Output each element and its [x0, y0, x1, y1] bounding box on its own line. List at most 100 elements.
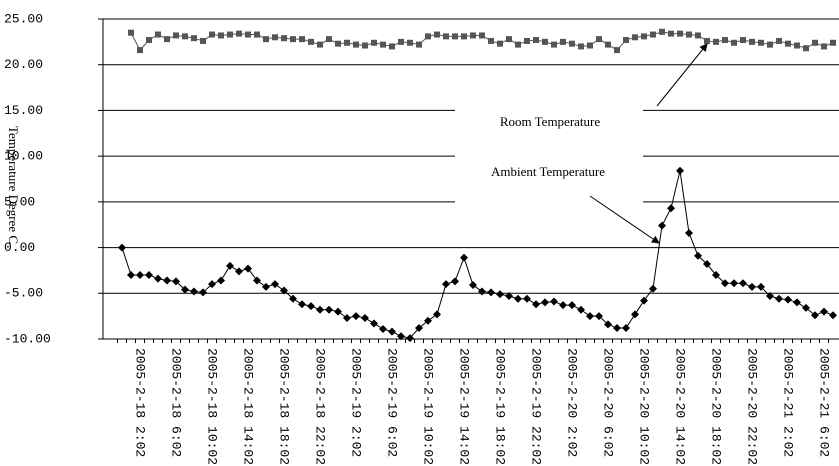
marker	[362, 42, 368, 49]
marker	[155, 31, 161, 38]
marker	[416, 41, 422, 48]
marker	[668, 30, 674, 37]
marker	[344, 39, 350, 46]
y-tick-label: 15.00	[4, 103, 43, 118]
marker	[353, 41, 359, 48]
marker	[614, 47, 620, 54]
marker	[208, 280, 216, 289]
marker	[488, 37, 494, 44]
marker	[406, 334, 414, 343]
marker	[568, 301, 576, 310]
marker	[371, 39, 377, 46]
marker	[650, 31, 656, 38]
marker	[425, 33, 431, 40]
marker	[587, 42, 593, 49]
marker	[199, 288, 207, 297]
marker	[298, 300, 306, 309]
marker	[217, 276, 225, 285]
marker	[181, 285, 189, 294]
marker	[632, 34, 638, 41]
annotation: Room Temperature	[500, 114, 601, 129]
marker	[470, 32, 476, 39]
y-tick-label: 5.00	[4, 194, 35, 209]
marker	[803, 45, 809, 52]
marker	[722, 37, 728, 44]
marker	[506, 36, 512, 43]
marker	[559, 301, 567, 310]
marker	[596, 36, 602, 43]
marker	[748, 282, 756, 291]
marker	[173, 32, 179, 39]
x-tick-label: 2005-2-18 14:02	[241, 348, 256, 465]
marker	[767, 41, 773, 48]
marker	[685, 228, 693, 237]
marker	[281, 35, 287, 42]
marker	[164, 36, 170, 43]
marker	[704, 37, 710, 44]
y-tick-label: 20.00	[4, 57, 43, 72]
x-tick-label: 2005-2-19 10:02	[421, 348, 436, 465]
marker	[190, 287, 198, 296]
marker	[218, 32, 224, 39]
marker	[605, 41, 611, 48]
marker	[542, 38, 548, 45]
marker	[478, 287, 486, 296]
x-tick-label: 2005-2-18 2:02	[133, 348, 148, 457]
marker	[235, 267, 243, 276]
x-tick-label: 2005-2-20 14:02	[673, 348, 688, 465]
marker	[127, 271, 135, 279]
marker	[244, 264, 252, 273]
marker	[829, 311, 837, 320]
marker	[640, 296, 648, 305]
x-tick-label: 2005-2-19 6:02	[385, 348, 400, 457]
marker	[407, 39, 413, 46]
x-tick-label: 2005-2-20 18:02	[709, 348, 724, 465]
marker	[172, 277, 180, 286]
y-tick-label: 0.00	[4, 240, 35, 255]
marker	[469, 281, 477, 290]
marker	[316, 305, 324, 314]
marker	[272, 34, 278, 41]
marker	[505, 292, 513, 301]
marker	[398, 38, 404, 45]
marker	[686, 31, 692, 38]
y-tick-label: -10.00	[4, 331, 51, 346]
x-tick-label: 2005-2-18 18:02	[277, 348, 292, 465]
marker	[802, 303, 810, 312]
marker	[253, 276, 261, 285]
marker	[730, 279, 738, 288]
marker	[641, 33, 647, 40]
marker	[443, 33, 449, 40]
marker	[335, 40, 341, 47]
marker	[209, 31, 215, 38]
x-tick-label: 2005-2-18 10:02	[205, 348, 220, 465]
marker	[317, 41, 323, 48]
marker	[758, 39, 764, 46]
marker	[793, 298, 801, 307]
marker	[676, 166, 684, 175]
marker	[496, 290, 504, 299]
x-tick-label: 2005-2-19 22:02	[529, 348, 544, 465]
marker	[830, 39, 836, 46]
marker	[263, 36, 269, 43]
marker	[586, 312, 594, 321]
marker	[551, 41, 557, 48]
marker	[776, 37, 782, 44]
marker	[389, 43, 395, 50]
marker	[262, 282, 270, 291]
marker	[497, 40, 503, 47]
marker	[334, 307, 342, 316]
y-tick-label: -5.00	[4, 286, 43, 301]
marker	[541, 298, 549, 307]
marker	[200, 37, 206, 44]
marker	[280, 286, 288, 295]
marker	[154, 274, 162, 283]
marker	[128, 29, 134, 36]
x-tick-label: 2005-2-19 2:02	[349, 348, 364, 457]
marker	[236, 30, 242, 37]
marker	[290, 36, 296, 43]
marker	[380, 41, 386, 48]
marker	[550, 297, 558, 306]
x-tick-label: 2005-2-19 18:02	[493, 348, 508, 465]
marker	[784, 295, 792, 304]
